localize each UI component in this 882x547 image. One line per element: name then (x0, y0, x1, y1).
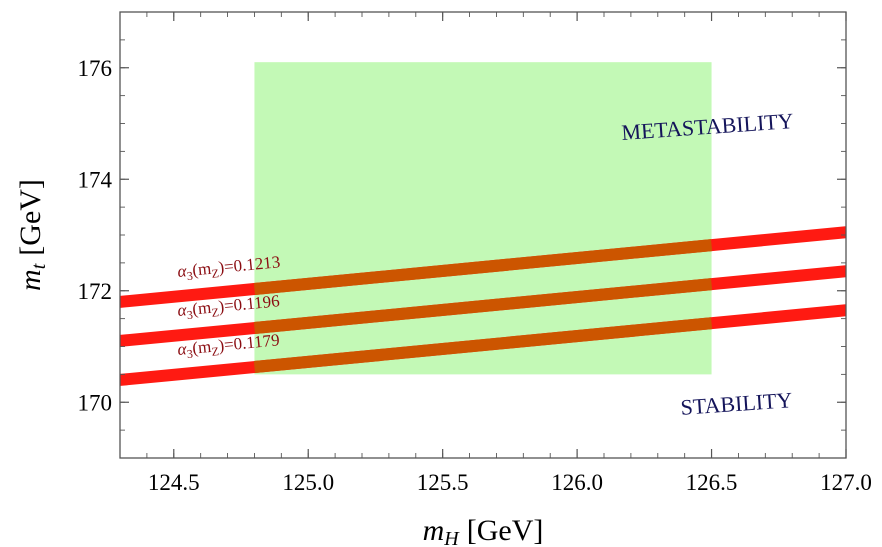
band-label-part: 3 (186, 347, 193, 362)
band-label-part: Z (211, 344, 220, 359)
band-label-0: α3(mZ)=0.1213 (177, 252, 282, 284)
y-tick-label: 176 (78, 56, 113, 81)
y-tick-label: 170 (78, 390, 113, 415)
band-label-part: α (177, 339, 189, 359)
x-tick-label: 126.5 (686, 470, 738, 495)
y-axis: 170 172 174 176 (78, 11, 846, 431)
x-tick-label: 125.0 (282, 470, 334, 495)
y-tick-label: 174 (78, 167, 113, 192)
y-tick-label: 172 (78, 279, 113, 304)
x-axis-title-sub: H (443, 528, 460, 547)
x-tick-label: 127.0 (820, 470, 872, 495)
band-overlap-1 (253, 278, 713, 334)
x-axis-title-m: m (423, 514, 445, 547)
band-label-part: α (177, 261, 189, 281)
y-axis-title-sub: t (28, 263, 50, 269)
x-tick-label: 126.0 (551, 470, 603, 495)
x-axis-title-unit: [GeV] (467, 514, 544, 547)
x-axis: 124.5 125.0 125.5 126.0 126.5 127.0 (146, 12, 872, 495)
band-overlap-0 (253, 239, 713, 295)
y-axis-title-m: m (14, 269, 47, 291)
band-label-part: (m (191, 298, 212, 319)
x-tick-label: 125.5 (417, 470, 469, 495)
band-label-part: 3 (186, 269, 193, 284)
band-label-part: Z (211, 305, 220, 320)
x-axis-title: mH [GeV] (423, 514, 544, 547)
band-label-part: (m (191, 259, 212, 280)
alpha-bands (120, 226, 846, 386)
band-label-part: (m (191, 337, 212, 358)
y-axis-title-unit: [GeV] (14, 179, 47, 256)
band-overlap-2 (253, 317, 713, 374)
band-label-part: α (177, 300, 189, 320)
stability-label: STABILITY (680, 387, 793, 420)
x-tick-label: 124.5 (148, 470, 200, 495)
band-label-part: Z (211, 266, 220, 281)
band-label-part: 3 (186, 308, 193, 323)
y-axis-title: mt [GeV] (14, 179, 50, 291)
